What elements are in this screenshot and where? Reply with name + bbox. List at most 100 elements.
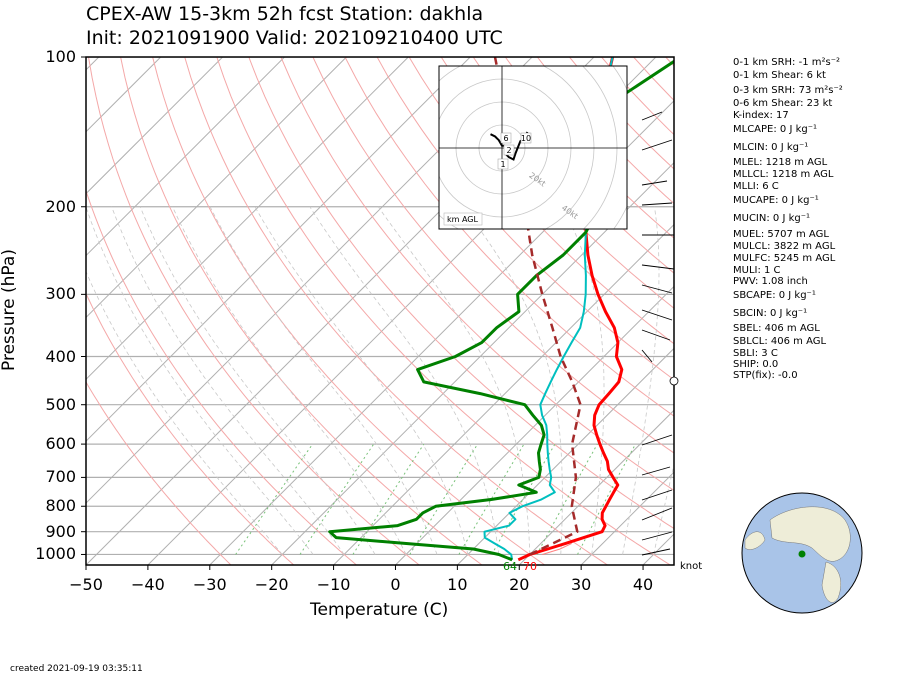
index-line: PWV: 1.08 inch — [733, 276, 808, 287]
moist-adiabat — [562, 206, 605, 555]
hodograph-height-box — [520, 132, 532, 144]
index-line: MLLI: 6 C — [733, 181, 779, 192]
wind-barb — [641, 284, 673, 294]
isotherm-line — [395, 285, 674, 565]
index-line: MUCAPE: 0 J kg⁻¹ — [733, 195, 819, 206]
index-line: MUCIN: 0 J kg⁻¹ — [733, 213, 811, 224]
isotherm-line — [86, 57, 471, 442]
mixing-ratio-line — [235, 443, 314, 555]
hodograph-height-label: 2 — [506, 146, 511, 155]
isotherm-line — [86, 57, 409, 381]
barb-units-label: knot — [680, 561, 702, 572]
index-line: 0-6 km Shear: 23 kt — [733, 98, 833, 109]
x-tick-label: −30 — [192, 575, 227, 594]
dry-adiabat — [440, 57, 674, 309]
x-tick-label: −20 — [254, 575, 289, 594]
mixing-ratio-line — [458, 443, 525, 555]
isotherm-line — [271, 161, 674, 565]
hodograph-height-box — [497, 158, 509, 170]
y-tick-label: 500 — [45, 394, 76, 414]
x-tick-label: −10 — [316, 575, 351, 594]
wind-barb — [641, 111, 663, 121]
wind-barb — [641, 434, 673, 446]
isotherm-line — [86, 57, 223, 195]
dry-adiabat — [86, 381, 232, 565]
index-line: SBEL: 406 m AGL — [733, 323, 820, 334]
hodograph-ring-label: 60kt — [592, 236, 612, 254]
isotherm-line — [86, 57, 162, 133]
index-line: 0-1 km SRH: -1 m²s⁻² — [733, 57, 840, 68]
moist-adiabat — [254, 206, 469, 555]
y-tick-label: 800 — [45, 496, 76, 516]
index-line: 0-1 km Shear: 6 kt — [733, 70, 826, 81]
index-line: MLCIN: 0 J kg⁻¹ — [733, 142, 809, 153]
dewpoint-profile-cyan — [483, 57, 614, 560]
index-line: 0-3 km SRH: 73 m²s⁻² — [733, 85, 843, 96]
y-tick-label: 1000 — [35, 544, 76, 564]
moist-adiabat — [139, 206, 376, 555]
isotherm-line — [86, 57, 285, 257]
globe-land — [769, 506, 851, 562]
hodograph-height-box — [503, 144, 515, 156]
dry-adiabat — [86, 292, 295, 565]
index-line: MLLCL: 1218 m AGL — [733, 169, 834, 180]
isotherm-line — [580, 471, 674, 565]
surface-temperature-label: 70 — [523, 560, 537, 573]
chart-title: CPEX-AW 15-3km 52h fcst Station: dakhla — [86, 3, 484, 25]
mixing-ratio-line — [409, 443, 479, 555]
wind-barb — [641, 548, 671, 556]
surface-parcel — [542, 542, 573, 555]
index-line: SBCAPE: 0 J kg⁻¹ — [733, 290, 816, 301]
y-tick-label: 700 — [45, 467, 76, 487]
y-axis-label: Pressure (hPa) — [0, 249, 19, 371]
wind-barb — [641, 139, 673, 151]
moist-adiabat — [209, 206, 438, 555]
wind-barb — [641, 264, 675, 270]
hodograph-key-box — [443, 212, 483, 226]
hodograph-height-label: 10 — [521, 134, 531, 143]
y-tick-label: 100 — [45, 47, 76, 66]
isotherm-line — [86, 57, 347, 319]
y-tick-label: 400 — [45, 346, 76, 366]
x-tick-label: −40 — [131, 575, 165, 594]
moist-adiabat — [111, 206, 345, 555]
x-tick-label: 30 — [570, 575, 592, 594]
wind-barb — [641, 180, 668, 186]
x-tick-label: 20 — [509, 575, 530, 594]
hodograph-background — [439, 66, 627, 229]
surface-dewpoint-label: 64 — [503, 560, 517, 573]
wind-barb — [641, 329, 671, 341]
index-line: MULCL: 3822 m AGL — [733, 241, 836, 252]
chart-subtitle: Init: 2021091900 Valid: 202109210400 UTC — [86, 27, 503, 49]
temperature-profile — [517, 57, 624, 562]
dewpoint-profile-green — [328, 59, 674, 562]
wind-barb — [641, 466, 671, 476]
moist-adiabat — [377, 206, 531, 555]
dry-adiabat — [216, 57, 671, 565]
y-tick-label: 900 — [45, 521, 76, 541]
moist-adiabat — [653, 462, 674, 555]
hodograph-key-label: km AGL — [447, 215, 479, 224]
hodograph-frame — [438, 65, 628, 230]
x-tick-label: −50 — [69, 575, 103, 594]
wind-barb — [641, 309, 673, 321]
index-line: MLCAPE: 0 J kg⁻¹ — [733, 124, 818, 135]
y-tick-label: 300 — [45, 284, 76, 304]
x-tick-label: 0 — [390, 575, 401, 594]
dry-adiabat — [120, 57, 483, 565]
isotherm-line — [518, 409, 674, 565]
globe-land — [821, 561, 842, 603]
globe-land — [744, 531, 766, 550]
hodograph-height-label: 1 — [500, 160, 505, 169]
isotherm-line — [457, 347, 674, 565]
x-tick-label: 10 — [447, 575, 468, 594]
dry-adiabat — [472, 57, 674, 274]
index-line: SHIP: 0.0 — [733, 359, 779, 370]
index-line: SBLI: 3 C — [733, 348, 778, 359]
moist-adiabat — [172, 206, 407, 555]
x-tick-label: 40 — [632, 575, 654, 594]
dry-adiabat — [88, 57, 420, 565]
index-line: MUEL: 5707 m AGL — [733, 229, 829, 240]
